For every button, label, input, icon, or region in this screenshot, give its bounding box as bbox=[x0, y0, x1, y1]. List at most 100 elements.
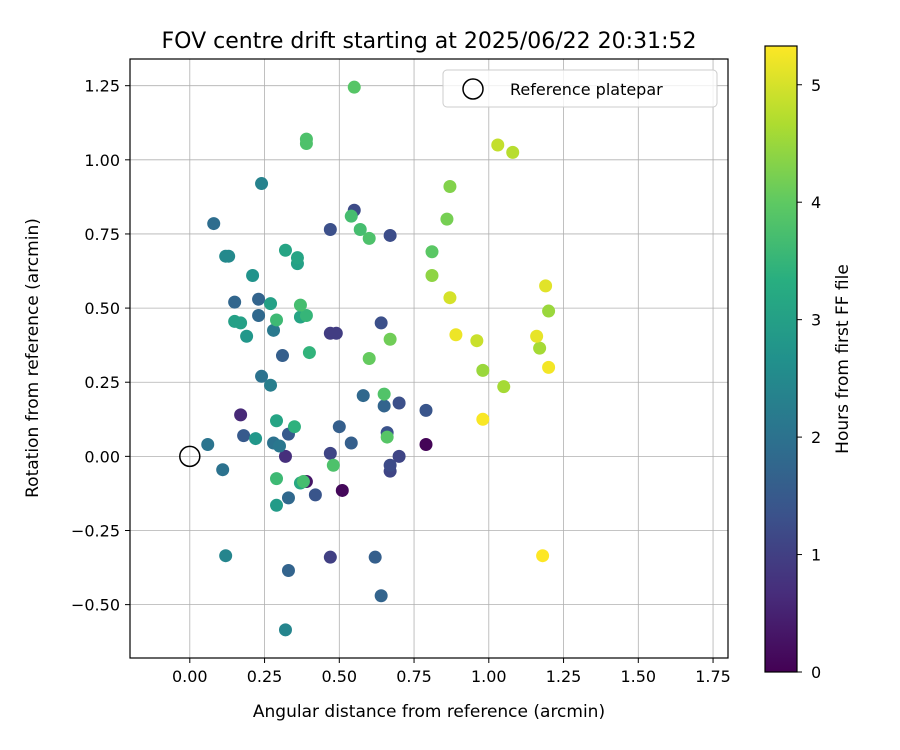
data-point bbox=[419, 403, 433, 417]
colorbar-frame bbox=[764, 45, 798, 673]
y-tick-label: 0.00 bbox=[84, 447, 120, 466]
data-point bbox=[344, 436, 358, 450]
colorbar-ticks: 0 1 2 3 4 5 bbox=[797, 76, 821, 682]
colorbar-tick-label: 1 bbox=[811, 546, 821, 565]
data-point bbox=[201, 437, 215, 451]
data-point bbox=[264, 378, 278, 392]
data-point bbox=[383, 458, 397, 472]
data-point bbox=[377, 387, 391, 401]
data-point bbox=[491, 138, 505, 152]
data-point bbox=[252, 292, 266, 306]
legend: Reference platepar bbox=[442, 69, 718, 108]
colorbar-tick-label: 3 bbox=[811, 311, 821, 330]
data-point bbox=[273, 439, 286, 453]
x-tick-label: 0.00 bbox=[172, 667, 208, 686]
colorbar-tick-label: 5 bbox=[811, 76, 821, 95]
data-point bbox=[249, 432, 263, 446]
data-point bbox=[270, 472, 284, 486]
data-point bbox=[293, 298, 307, 312]
data-point bbox=[270, 414, 284, 428]
data-point bbox=[270, 498, 284, 512]
y-tick-label: −0.50 bbox=[71, 596, 120, 615]
data-point bbox=[278, 623, 292, 637]
data-point bbox=[497, 380, 511, 394]
y-axis-label: Rotation from reference (arcmin) bbox=[23, 218, 43, 498]
data-point bbox=[264, 297, 278, 311]
y-tick-label: 1.25 bbox=[84, 77, 120, 96]
data-point bbox=[353, 223, 367, 237]
data-point bbox=[332, 420, 346, 434]
data-point bbox=[362, 352, 376, 365]
data-point bbox=[326, 458, 340, 472]
y-tick-label: −0.25 bbox=[71, 521, 120, 540]
data-point bbox=[252, 309, 266, 323]
data-point bbox=[278, 243, 292, 257]
data-point bbox=[383, 228, 397, 242]
data-point bbox=[542, 304, 556, 318]
data-point bbox=[443, 180, 457, 194]
x-tick-label: 0.75 bbox=[396, 667, 432, 686]
x-tick-label: 1.00 bbox=[471, 667, 507, 686]
colorbar-label: Hours from first FF file bbox=[833, 264, 853, 454]
y-tick-label: 0.75 bbox=[84, 225, 120, 244]
data-point bbox=[329, 326, 343, 340]
data-point bbox=[542, 360, 556, 374]
data-point bbox=[419, 437, 433, 451]
data-point bbox=[299, 309, 313, 323]
data-point bbox=[323, 550, 337, 564]
data-point bbox=[347, 80, 361, 94]
colorbar-tick-label: 2 bbox=[811, 428, 821, 447]
plot-frame bbox=[129, 58, 729, 659]
data-point bbox=[476, 412, 490, 426]
y-tick-label: 0.25 bbox=[84, 373, 120, 392]
data-point bbox=[287, 420, 301, 434]
data-point bbox=[255, 369, 269, 383]
data-point bbox=[539, 279, 553, 293]
data-point bbox=[216, 463, 230, 477]
x-tick-label: 1.50 bbox=[620, 667, 656, 686]
data-point bbox=[335, 483, 349, 497]
data-points bbox=[201, 80, 556, 637]
data-point bbox=[383, 332, 397, 346]
reference-platepar-marker bbox=[179, 445, 201, 468]
y-tick-label: 0.50 bbox=[84, 299, 120, 318]
x-tick-label: 1.25 bbox=[546, 667, 582, 686]
data-point bbox=[425, 268, 439, 282]
data-point bbox=[234, 408, 248, 422]
grid bbox=[130, 59, 728, 658]
data-point bbox=[533, 341, 547, 355]
data-point bbox=[362, 231, 376, 245]
data-point bbox=[267, 323, 281, 337]
data-point bbox=[425, 245, 439, 259]
data-point bbox=[323, 223, 337, 237]
y-tick-label: 1.00 bbox=[84, 151, 120, 170]
x-tick-label: 1.75 bbox=[695, 667, 731, 686]
data-point bbox=[506, 145, 520, 159]
data-point bbox=[323, 446, 337, 460]
legend-marker-icon bbox=[462, 78, 484, 100]
colorbar-gradient bbox=[765, 46, 797, 672]
data-point bbox=[374, 316, 388, 330]
data-point bbox=[237, 429, 251, 443]
data-point bbox=[392, 449, 406, 463]
data-point bbox=[530, 329, 544, 343]
data-point bbox=[374, 589, 388, 603]
data-point bbox=[270, 313, 284, 327]
axis-ticks: 0.00 0.25 0.50 0.75 1.00 1.25 1.50 1.75 −0.50 −0.… bbox=[71, 77, 731, 686]
data-point bbox=[443, 291, 457, 305]
data-point bbox=[207, 217, 221, 231]
data-point bbox=[222, 249, 236, 263]
data-point bbox=[219, 549, 233, 563]
data-point bbox=[449, 328, 463, 342]
data-point bbox=[281, 491, 295, 505]
x-tick-label: 0.25 bbox=[247, 667, 283, 686]
data-point bbox=[368, 550, 382, 564]
data-point bbox=[299, 132, 313, 146]
data-point bbox=[392, 396, 406, 410]
data-point bbox=[240, 329, 254, 343]
data-point bbox=[470, 334, 484, 348]
data-point bbox=[281, 564, 295, 578]
colorbar-tick-label: 0 bbox=[811, 663, 821, 682]
data-point bbox=[344, 209, 358, 223]
